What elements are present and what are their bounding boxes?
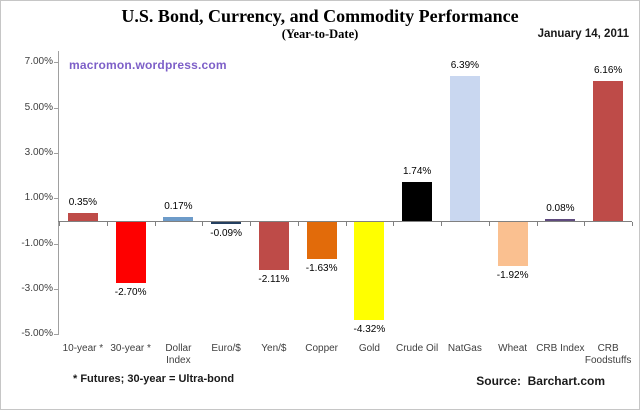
bar-crude-oil xyxy=(402,181,433,221)
y-axis-tick-label: 5.00% xyxy=(24,101,53,113)
footnote: * Futures; 30-year = Ultra-bond xyxy=(73,373,235,385)
x-axis-label-crb-foodstuffs: CRB Foodstuffs xyxy=(584,343,632,366)
source-credit: Source: Barchart.com xyxy=(476,374,605,388)
value-label-dollar-index: 0.17% xyxy=(164,201,193,213)
x-axis-label-10-year: 10-year * xyxy=(62,343,104,354)
x-axis-tick-mark xyxy=(202,222,204,226)
x-axis-tick-mark xyxy=(488,222,490,226)
x-axis-label-gold: Gold xyxy=(358,343,380,354)
x-axis-label-wheat: Wheat xyxy=(498,343,528,354)
bar-10-year xyxy=(67,213,98,221)
x-axis-tick-mark xyxy=(106,222,108,226)
bar-copper xyxy=(306,222,337,259)
bar-crb-foodstuffs xyxy=(593,81,624,221)
value-label-wheat: -1.92% xyxy=(496,269,529,281)
bar-crb-index xyxy=(545,219,576,221)
value-label-copper: -1.63% xyxy=(305,262,338,274)
bar-wheat xyxy=(497,222,528,266)
value-label-natgas: 6.39% xyxy=(450,60,480,72)
value-label-10-year: 0.35% xyxy=(68,197,98,209)
x-axis-tick-mark xyxy=(59,222,60,226)
x-axis-label-yen: Yen/$ xyxy=(261,343,287,354)
bar-euro xyxy=(211,222,242,225)
x-axis-tick-mark xyxy=(154,222,156,226)
chart-subtitle: (Year-to-Date) xyxy=(281,27,359,41)
x-axis-label-crb-index: CRB Index xyxy=(536,343,585,354)
y-axis-tick-mark xyxy=(54,198,58,200)
y-axis-tick-mark xyxy=(54,289,58,290)
source-value: Barchart.com xyxy=(527,374,605,388)
x-axis-label-dollar-index: Dollar Index xyxy=(165,343,192,366)
source-label: Source: xyxy=(476,374,521,388)
value-label-crb-index: 0.08% xyxy=(546,203,575,215)
chart-date: January 14, 2011 xyxy=(537,28,629,40)
y-axis-tick-mark xyxy=(54,152,58,154)
x-axis-tick-mark xyxy=(536,222,538,226)
y-axis-tick-mark xyxy=(54,334,58,336)
y-axis-tick-mark xyxy=(54,62,58,64)
x-axis-tick-mark xyxy=(297,222,299,226)
x-axis-tick-mark xyxy=(441,222,442,226)
chart-title: U.S. Bond, Currency, and Commodity Perfo… xyxy=(121,6,519,26)
x-axis-tick-mark xyxy=(584,222,586,226)
bar-gold xyxy=(354,222,385,320)
y-axis-tick-mark xyxy=(54,243,58,245)
x-axis-label-natgas: NatGas xyxy=(447,343,482,354)
bar-dollar-index xyxy=(163,217,194,221)
watermark-text: macromon.wordpress.com xyxy=(69,58,227,72)
value-label-crude-oil: 1.74% xyxy=(402,165,432,177)
value-label-gold: -4.32% xyxy=(353,323,386,335)
y-axis-tick-label: 3.00% xyxy=(24,146,53,158)
y-axis-tick-label: 1.00% xyxy=(24,192,53,204)
y-axis-tick-mark xyxy=(54,107,58,109)
y-axis-line xyxy=(58,51,59,335)
value-label-euro: -0.09% xyxy=(210,228,242,240)
bar-yen xyxy=(258,222,289,270)
value-label-yen: -2.11% xyxy=(258,273,290,285)
x-axis-tick-mark xyxy=(393,222,395,226)
x-axis-line xyxy=(58,221,632,222)
x-axis-tick-mark xyxy=(632,222,633,226)
y-axis-tick-label: 7.00% xyxy=(24,56,53,68)
y-axis-tick-label: -5.00% xyxy=(21,328,53,340)
x-axis-tick-mark xyxy=(250,222,251,226)
y-axis-tick-label: -3.00% xyxy=(21,283,53,294)
bar-30-year xyxy=(115,222,146,284)
value-label-crb-foodstuffs: 6.16% xyxy=(593,65,623,77)
bar-natgas xyxy=(449,76,480,221)
value-label-30-year: -2.70% xyxy=(114,287,147,299)
x-axis-label-copper: Copper xyxy=(305,343,339,354)
x-axis-label-30-year: 30-year * xyxy=(110,343,151,354)
x-axis-tick-mark xyxy=(345,222,347,226)
x-axis-label-euro: Euro/$ xyxy=(211,343,241,354)
y-axis-tick-label: -1.00% xyxy=(21,237,53,249)
x-axis-label-crude-oil: Crude Oil xyxy=(396,343,439,354)
